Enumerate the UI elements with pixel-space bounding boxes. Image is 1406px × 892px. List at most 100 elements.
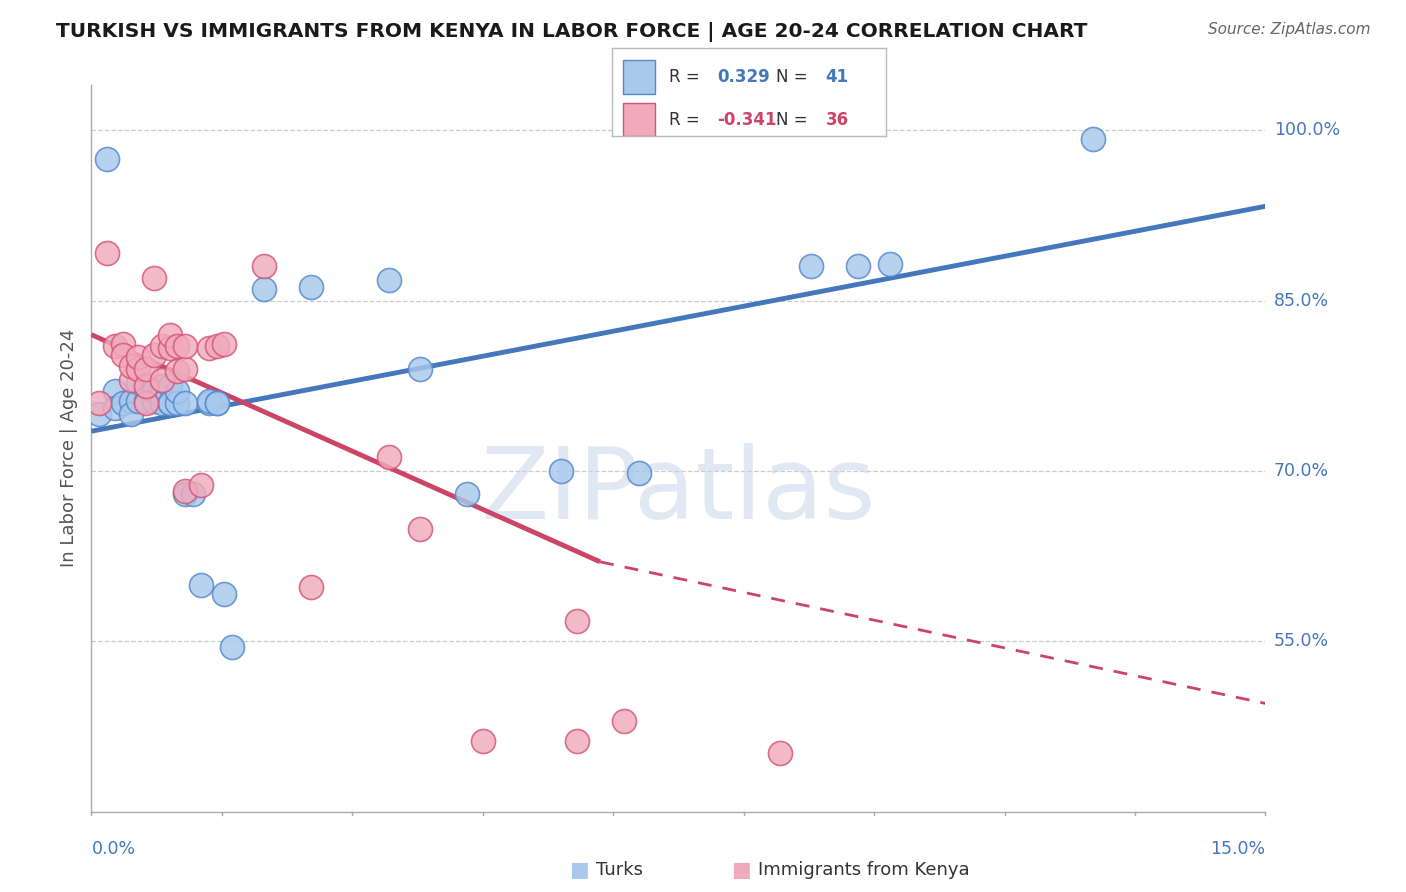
Point: [143, 348, 166, 362]
Point: [135, 396, 157, 410]
Point: [120, 373, 142, 387]
Point: [96, 152, 118, 166]
Text: ZIPatlas: ZIPatlas: [481, 443, 876, 541]
Text: 55.0%: 55.0%: [1274, 632, 1329, 650]
Point: [197, 341, 219, 355]
Point: [135, 378, 157, 392]
Text: 0.329: 0.329: [717, 68, 770, 86]
Point: [879, 257, 901, 271]
Point: [96, 245, 118, 260]
Point: [197, 393, 219, 408]
Text: Source: ZipAtlas.com: Source: ZipAtlas.com: [1208, 22, 1371, 37]
Point: [190, 477, 212, 491]
Point: [120, 359, 142, 374]
Text: 41: 41: [825, 68, 849, 86]
Text: ■: ■: [569, 860, 589, 880]
Point: [174, 361, 197, 376]
Point: [205, 396, 228, 410]
Text: TURKISH VS IMMIGRANTS FROM KENYA IN LABOR FORCE | AGE 20-24 CORRELATION CHART: TURKISH VS IMMIGRANTS FROM KENYA IN LABO…: [56, 22, 1088, 42]
Point: [205, 396, 228, 410]
Point: [299, 580, 322, 594]
Point: [409, 522, 432, 536]
Point: [190, 577, 212, 591]
Text: 0.0%: 0.0%: [91, 840, 135, 858]
Point: [613, 714, 636, 728]
Point: [456, 486, 478, 500]
Text: R =: R =: [669, 111, 706, 128]
Text: 15.0%: 15.0%: [1211, 840, 1265, 858]
Point: [166, 384, 188, 399]
Text: 100.0%: 100.0%: [1274, 121, 1340, 139]
Point: [565, 734, 588, 748]
Point: [120, 393, 142, 408]
Point: [127, 393, 149, 408]
Point: [565, 614, 588, 628]
Point: [471, 734, 494, 748]
Point: [104, 339, 127, 353]
Y-axis label: In Labor Force | Age 20-24: In Labor Force | Age 20-24: [59, 329, 77, 567]
Point: [221, 640, 243, 654]
Point: [127, 376, 149, 390]
Point: [159, 396, 181, 410]
Point: [104, 384, 127, 399]
Point: [214, 336, 236, 351]
Text: 70.0%: 70.0%: [1274, 462, 1329, 480]
Text: -0.341: -0.341: [717, 111, 776, 128]
Point: [769, 746, 792, 760]
Point: [120, 407, 142, 421]
Point: [143, 393, 166, 408]
Point: [159, 327, 181, 342]
Point: [848, 260, 870, 274]
Point: [159, 341, 181, 355]
Point: [150, 378, 173, 392]
Point: [150, 373, 173, 387]
Point: [378, 273, 401, 287]
Point: [159, 396, 181, 410]
Point: [143, 270, 166, 285]
Point: [197, 396, 219, 410]
Point: [127, 351, 149, 365]
Text: N =: N =: [776, 68, 813, 86]
Point: [174, 396, 197, 410]
Point: [111, 336, 134, 351]
Point: [378, 450, 401, 465]
Point: [89, 396, 111, 410]
Point: [127, 361, 149, 376]
Point: [252, 282, 274, 296]
Point: [409, 361, 432, 376]
Text: 85.0%: 85.0%: [1274, 292, 1329, 310]
Point: [143, 384, 166, 399]
Point: [166, 364, 188, 378]
Point: [111, 348, 134, 362]
FancyBboxPatch shape: [623, 103, 655, 136]
Point: [800, 260, 823, 274]
Point: [111, 396, 134, 410]
Point: [159, 378, 181, 392]
Text: Turks: Turks: [596, 861, 643, 879]
Point: [181, 486, 204, 500]
Point: [1083, 132, 1105, 146]
Point: [174, 484, 197, 499]
Point: [174, 486, 197, 500]
Point: [550, 464, 572, 478]
Point: [628, 467, 651, 481]
Point: [299, 280, 322, 294]
Point: [174, 339, 197, 353]
Text: R =: R =: [669, 68, 706, 86]
Text: Immigrants from Kenya: Immigrants from Kenya: [758, 861, 970, 879]
Text: 36: 36: [825, 111, 849, 128]
Point: [166, 396, 188, 410]
Point: [135, 378, 157, 392]
Point: [166, 339, 188, 353]
Point: [135, 393, 157, 408]
Point: [135, 361, 157, 376]
Point: [252, 260, 274, 274]
Point: [150, 396, 173, 410]
FancyBboxPatch shape: [623, 61, 655, 94]
Point: [150, 339, 173, 353]
Text: N =: N =: [776, 111, 813, 128]
Point: [89, 407, 111, 421]
Point: [205, 339, 228, 353]
Point: [104, 401, 127, 416]
Point: [214, 587, 236, 601]
